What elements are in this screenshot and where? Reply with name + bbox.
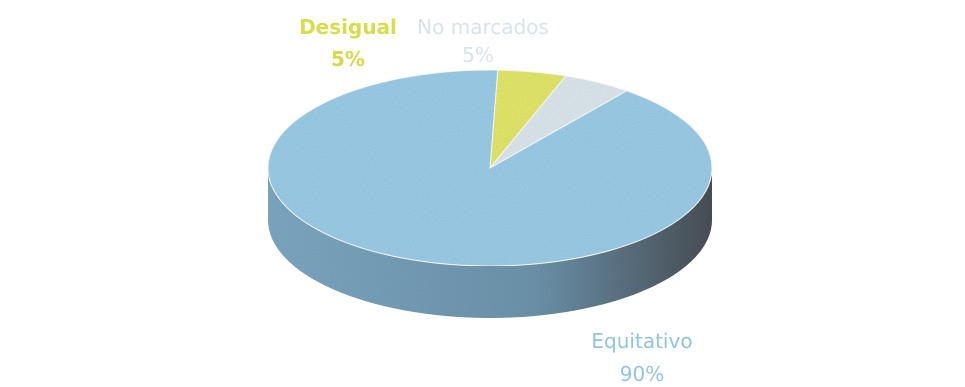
slice-value-no-marcados: 5% [462, 43, 494, 67]
slice-label-no-marcados: No marcados [417, 15, 549, 39]
pie-slice-equitativo [267, 69, 713, 267]
pie-labels: Desigual 5% No marcados 5% Equitativo 90% [299, 15, 692, 386]
pie-side-equitativo [268, 168, 712, 318]
pie-top [267, 69, 713, 267]
slice-label-equitativo: Equitativo [591, 329, 692, 353]
slice-value-desigual: 5% [331, 47, 365, 71]
slice-value-equitativo: 90% [620, 362, 664, 386]
pie-side [268, 168, 712, 318]
slice-label-desigual: Desigual [299, 15, 397, 39]
